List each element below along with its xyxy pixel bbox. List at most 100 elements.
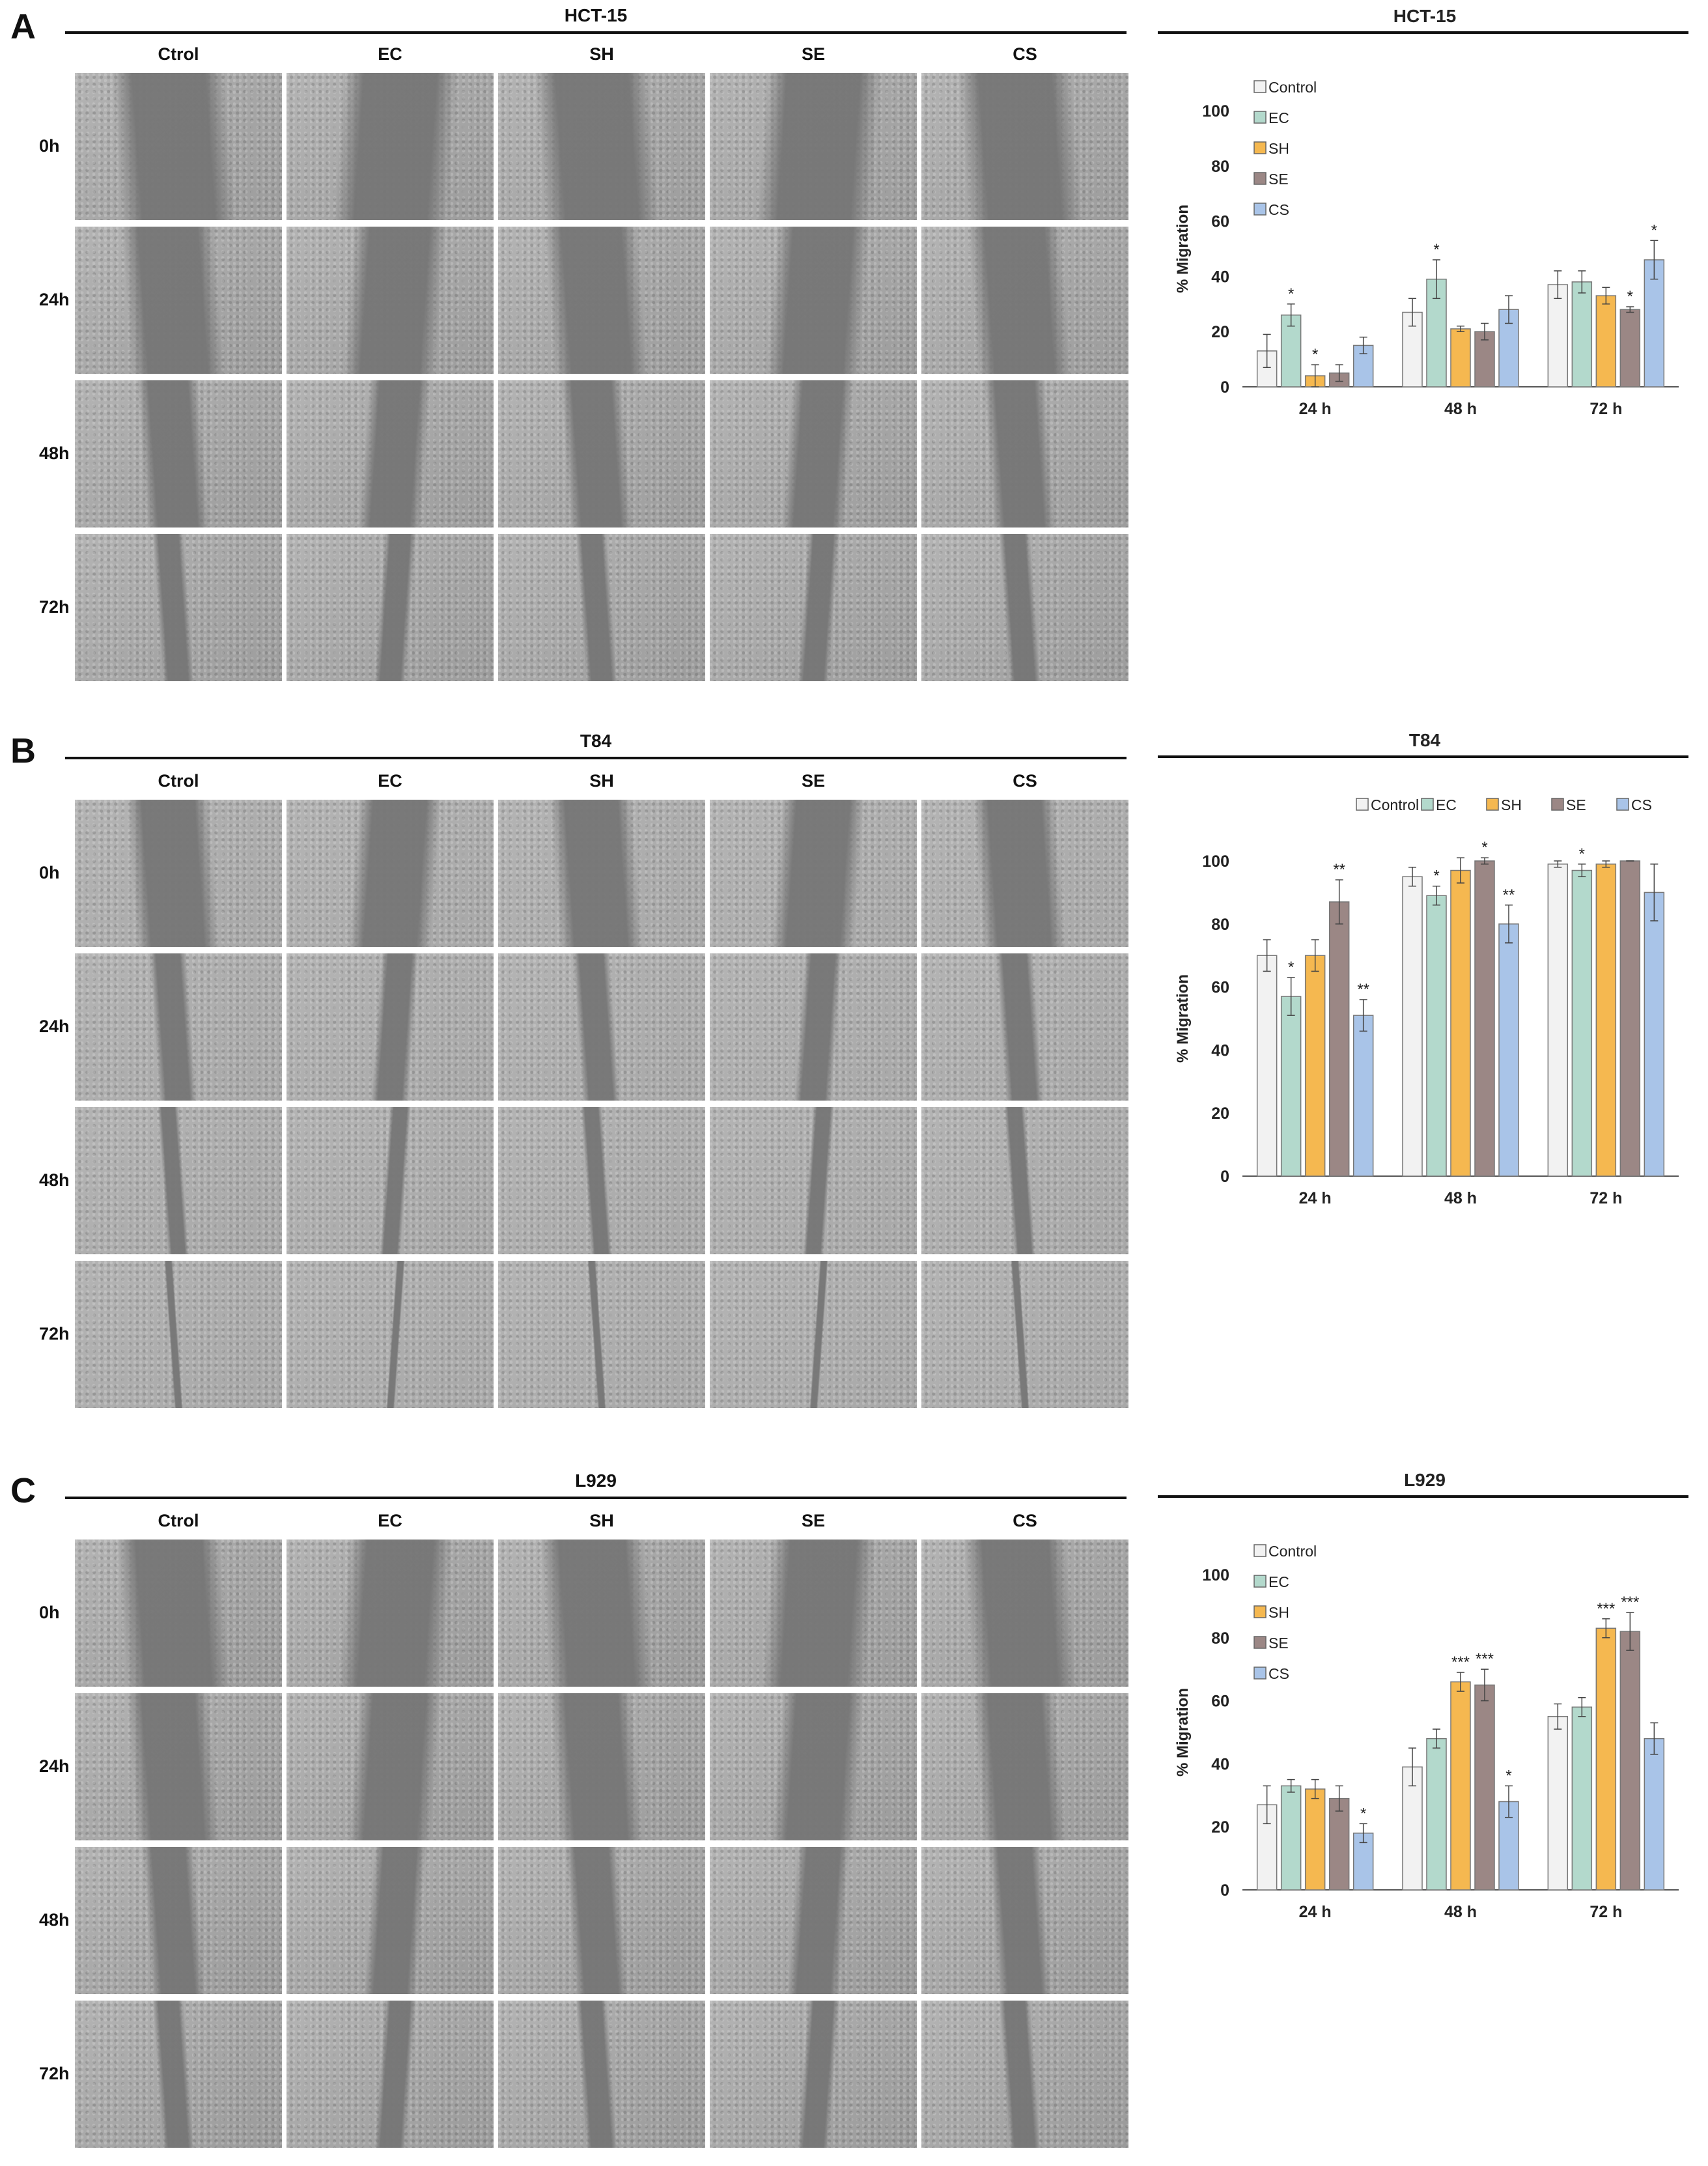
x-tick-label: 72 h	[1589, 1189, 1622, 1207]
micrograph-image	[710, 1107, 917, 1254]
bar	[1547, 284, 1569, 387]
micrograph-image	[921, 1693, 1128, 1840]
panel-letter: C	[10, 1471, 36, 1510]
bar	[1450, 1681, 1471, 1891]
y-tick-label: 0	[1220, 378, 1229, 397]
micrograph-image	[921, 534, 1128, 681]
column-label: SH	[589, 1511, 614, 1530]
micrograph-image	[498, 1847, 705, 1994]
y-axis-label: % Migration	[1174, 974, 1192, 1063]
y-tick-label: 60	[1211, 213, 1229, 231]
micrograph-image	[498, 1107, 705, 1254]
chart-title-rule	[1158, 755, 1688, 758]
significance-mark: *	[1481, 839, 1487, 856]
column-label: SH	[589, 771, 614, 791]
y-tick-label: 80	[1211, 158, 1229, 176]
bar	[1595, 864, 1617, 1177]
micrograph-image	[287, 380, 494, 527]
bar	[1571, 869, 1593, 1177]
y-axis-label: % Migration	[1174, 1688, 1192, 1777]
micrograph-image	[921, 2001, 1128, 2148]
micrograph-image	[75, 2001, 282, 2148]
significance-mark: *	[1433, 241, 1439, 259]
grid-title: L929	[575, 1470, 617, 1491]
bar	[1256, 955, 1278, 1177]
row-label: 0h	[39, 863, 60, 882]
significance-mark: *	[1288, 959, 1294, 976]
micrograph-image	[921, 953, 1128, 1101]
column-label: Ctrol	[158, 1511, 199, 1530]
column-label: SE	[801, 44, 826, 64]
legend-label: CS	[1268, 201, 1289, 218]
chart-title: L929	[1404, 1470, 1446, 1490]
bar	[1450, 328, 1471, 387]
legend-label: SH	[1268, 140, 1289, 157]
micrograph-image	[498, 953, 705, 1101]
row-label: 72h	[39, 2064, 70, 2083]
row-label: 72h	[39, 1324, 70, 1343]
significance-mark: **	[1333, 861, 1345, 879]
column-label: EC	[378, 44, 402, 64]
column-label: SE	[801, 771, 826, 791]
micrograph-image	[921, 73, 1128, 220]
micrograph-image	[710, 2001, 917, 2148]
micrograph-image	[287, 227, 494, 374]
legend-swatch	[1356, 798, 1369, 811]
micrograph-image	[498, 534, 705, 681]
bar-chart: T84% Migration 0 20 40 60 80 100 24 h * ** ** 48 h *…	[1158, 724, 1692, 1219]
bar-chart: HCT-15 % Migration 0 20 40 60 80 100 24 h * * 48 h *…	[1158, 0, 1692, 430]
x-tick-label: 24 h	[1299, 400, 1332, 418]
significance-mark: ***	[1476, 1650, 1494, 1668]
micrograph-image	[75, 1261, 282, 1408]
x-tick-label: 48 h	[1444, 1189, 1477, 1207]
micrograph-image	[75, 1107, 282, 1254]
bar	[1619, 309, 1641, 387]
legend-swatch	[1253, 203, 1267, 216]
y-tick-label: 80	[1211, 1629, 1229, 1648]
micrograph-image	[498, 1261, 705, 1408]
micrograph-image	[498, 1540, 705, 1687]
legend-label: SE	[1566, 796, 1586, 813]
micrograph-image	[498, 73, 705, 220]
legend-swatch	[1253, 80, 1267, 93]
micrograph-image	[921, 1107, 1128, 1254]
bar	[1595, 1627, 1617, 1891]
significance-mark: *	[1312, 346, 1318, 363]
micrograph-image	[75, 1540, 282, 1687]
legend-label: Control	[1371, 796, 1419, 813]
column-label: CS	[1013, 44, 1037, 64]
bar-chart: L929% Migration 0 20 40 60 80 100 24 h * 48 h *** *…	[1158, 1464, 1692, 1933]
x-tick-label: 48 h	[1444, 1903, 1477, 1921]
column-label: EC	[378, 1511, 402, 1530]
legend-label: Control	[1268, 79, 1317, 96]
chart-svg: HCT-15 % Migration 0 20 40 60 80 100 24 h * * 48 h *…	[1158, 6, 1688, 418]
y-tick-label: 40	[1211, 1041, 1229, 1060]
significance-mark: *	[1579, 845, 1585, 863]
micrograph-image	[287, 1847, 494, 1994]
y-tick-label: 40	[1211, 1755, 1229, 1773]
legend-label: CS	[1268, 1665, 1289, 1682]
bar	[1595, 295, 1617, 387]
legend-swatch	[1253, 1636, 1267, 1649]
chart-title: HCT-15	[1393, 6, 1456, 26]
significance-mark: ***	[1451, 1653, 1470, 1671]
micrograph-image	[75, 953, 282, 1101]
row-label: 72h	[39, 597, 70, 617]
micrograph-image	[287, 800, 494, 947]
bar	[1571, 1706, 1593, 1891]
chart-title: T84	[1409, 730, 1441, 750]
column-label: SH	[589, 44, 614, 64]
y-tick-label: 60	[1211, 979, 1229, 997]
bar	[1644, 1737, 1665, 1891]
legend-swatch	[1253, 1667, 1267, 1680]
legend-label: EC	[1268, 1573, 1289, 1590]
x-tick-label: 48 h	[1444, 400, 1477, 418]
micrograph-image	[287, 953, 494, 1101]
micrograph-image	[498, 2001, 705, 2148]
micrograph-image	[710, 227, 917, 374]
significance-mark: *	[1505, 1767, 1511, 1784]
y-tick-label: 20	[1211, 1818, 1229, 1836]
bar	[1498, 923, 1519, 1177]
bar	[1474, 1684, 1495, 1891]
micrograph-image	[75, 73, 282, 220]
